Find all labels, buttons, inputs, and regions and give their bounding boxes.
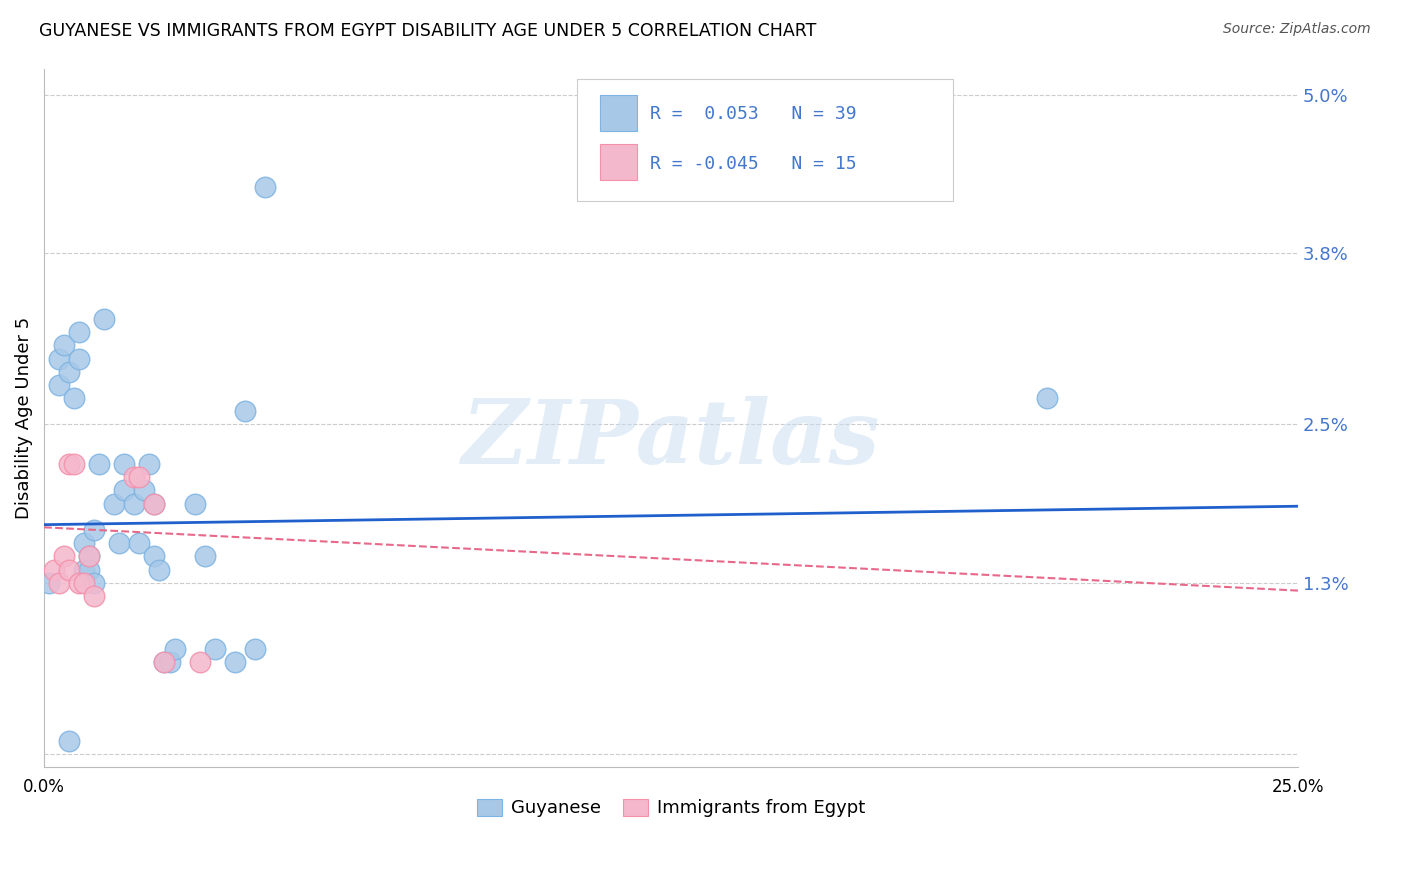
Point — [77, 549, 100, 564]
Point — [89, 457, 111, 471]
Point — [143, 497, 166, 511]
Point — [112, 457, 135, 471]
Point — [253, 180, 276, 194]
Point — [138, 457, 160, 471]
Point — [73, 562, 96, 576]
Point — [77, 549, 100, 564]
Point — [243, 641, 266, 656]
FancyBboxPatch shape — [576, 79, 953, 202]
Point — [48, 575, 70, 590]
Point — [63, 457, 86, 471]
Point — [112, 483, 135, 498]
Point — [48, 378, 70, 392]
Text: R =  0.053   N = 39: R = 0.053 N = 39 — [650, 105, 856, 123]
Bar — [599, 144, 637, 180]
Point — [124, 470, 146, 484]
Point — [148, 562, 170, 576]
Point — [67, 325, 90, 339]
Point — [73, 536, 96, 550]
Point — [153, 655, 176, 669]
Text: R = -0.045   N = 15: R = -0.045 N = 15 — [650, 155, 856, 173]
Point — [58, 365, 80, 379]
Point — [83, 523, 105, 537]
Legend: Guyanese, Immigrants from Egypt: Guyanese, Immigrants from Egypt — [470, 791, 873, 824]
Point — [143, 497, 166, 511]
Point — [83, 575, 105, 590]
Point — [188, 655, 211, 669]
Point — [93, 312, 115, 326]
Point — [103, 497, 125, 511]
Point — [73, 575, 96, 590]
Point — [143, 549, 166, 564]
Y-axis label: Disability Age Under 5: Disability Age Under 5 — [15, 317, 32, 519]
Point — [159, 655, 181, 669]
Point — [77, 562, 100, 576]
Point — [224, 655, 246, 669]
Point — [124, 497, 146, 511]
Point — [58, 457, 80, 471]
Text: ZIPatlas: ZIPatlas — [463, 395, 880, 482]
Bar — [599, 95, 637, 131]
Point — [128, 470, 150, 484]
Point — [128, 536, 150, 550]
Point — [58, 734, 80, 748]
Point — [63, 391, 86, 405]
Point — [53, 549, 76, 564]
Point — [53, 338, 76, 352]
Point — [1036, 391, 1059, 405]
Point — [67, 351, 90, 366]
Point — [233, 404, 256, 418]
Text: Source: ZipAtlas.com: Source: ZipAtlas.com — [1223, 22, 1371, 37]
Point — [58, 562, 80, 576]
Point — [134, 483, 156, 498]
Point — [183, 497, 205, 511]
Point — [163, 641, 186, 656]
Point — [153, 655, 176, 669]
Point — [83, 589, 105, 603]
Point — [67, 575, 90, 590]
Point — [38, 575, 60, 590]
Point — [48, 351, 70, 366]
Point — [44, 562, 66, 576]
Point — [194, 549, 217, 564]
Point — [108, 536, 131, 550]
Text: GUYANESE VS IMMIGRANTS FROM EGYPT DISABILITY AGE UNDER 5 CORRELATION CHART: GUYANESE VS IMMIGRANTS FROM EGYPT DISABI… — [39, 22, 817, 40]
Point — [204, 641, 226, 656]
